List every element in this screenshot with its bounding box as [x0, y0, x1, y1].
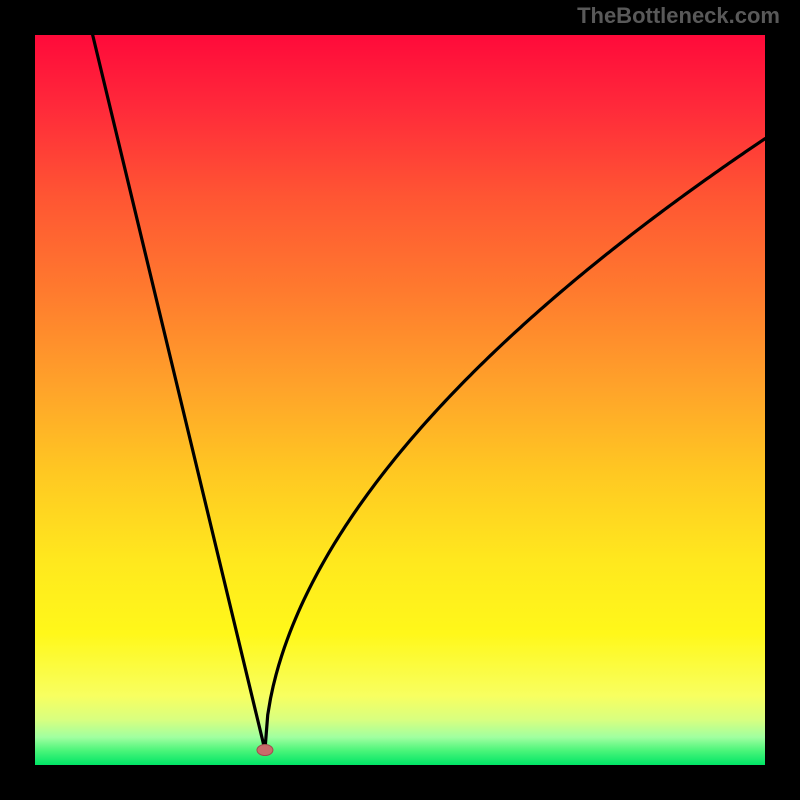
bottleneck-curve [93, 35, 765, 750]
watermark-text: TheBottleneck.com [577, 3, 780, 29]
curve-layer [35, 35, 765, 765]
plot-area [35, 35, 765, 765]
chart-container: TheBottleneck.com [0, 0, 800, 800]
min-marker [257, 745, 273, 756]
